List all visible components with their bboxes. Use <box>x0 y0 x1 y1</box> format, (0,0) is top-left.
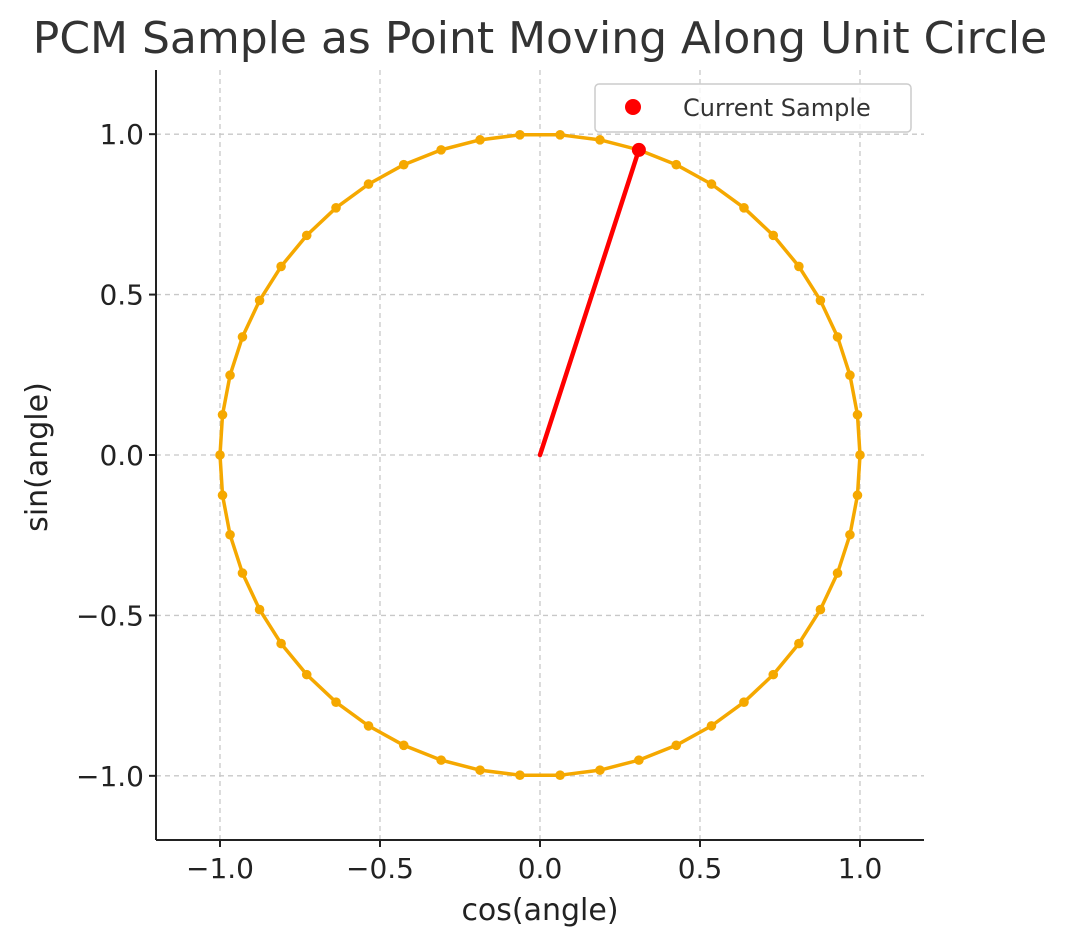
circle-sample-point <box>254 295 265 306</box>
radius-line <box>537 147 642 458</box>
circle-sample-point <box>706 721 717 731</box>
x-axis-label: cos(angle) <box>461 893 618 928</box>
x-tick-label: 1.0 <box>838 852 883 885</box>
circle-sample-point <box>706 179 717 189</box>
circle-sample-point <box>739 202 749 213</box>
y-tick-label: 1.0 <box>99 118 144 151</box>
circle-sample-point <box>832 568 843 578</box>
circle-sample-point <box>768 669 779 680</box>
circle-sample-point <box>475 765 485 775</box>
circle-sample-point <box>276 261 286 272</box>
axis-ticks: −1.0 −0.5 0.0 0.5 1.0 −1.0 −0.5 0.0 0.5 1.0 <box>76 118 882 885</box>
circle-sample-point <box>515 770 525 781</box>
circle-sample-point <box>237 568 248 578</box>
circle-sample-point <box>768 230 779 241</box>
circle-sample-point <box>815 295 826 306</box>
circle-sample-point <box>363 179 374 189</box>
circle-sample-point <box>398 159 409 170</box>
circle-sample-point <box>855 450 865 460</box>
circle-sample-point <box>832 332 843 342</box>
circle-sample-point <box>225 529 235 540</box>
grid-lines <box>156 70 924 840</box>
circle-sample-point <box>436 145 446 155</box>
legend: Current Sample <box>594 83 912 133</box>
circle-sample-point <box>237 332 248 342</box>
x-tick-label: −1.0 <box>186 852 254 885</box>
x-tick-label: 0.5 <box>678 852 723 885</box>
legend-box <box>594 83 912 133</box>
circle-sample-point <box>254 604 265 615</box>
chart-title: PCM Sample as Point Moving Along Unit Ci… <box>33 13 1047 64</box>
circle-sample-point <box>217 490 228 501</box>
circle-sample-point <box>595 765 605 775</box>
circle-sample-point <box>515 129 525 140</box>
circle-sample-point <box>852 409 863 420</box>
circle-sample-point <box>436 755 446 765</box>
circle-sample-point <box>634 755 644 765</box>
circle-sample-point <box>301 230 312 241</box>
circle-sample-point <box>815 604 826 615</box>
circle-sample-point <box>398 740 409 751</box>
circle-sample-point <box>331 697 341 708</box>
circle-sample-point <box>852 490 863 501</box>
circle-sample-point <box>276 638 286 649</box>
circle-sample-point <box>671 740 682 751</box>
circle-sample-point <box>475 135 485 145</box>
circle-sample-point <box>845 370 855 381</box>
legend-label: Current Sample <box>683 94 871 122</box>
circle-sample-point <box>595 135 605 145</box>
circle-sample-point <box>794 638 804 649</box>
x-tick-label: −0.5 <box>346 852 414 885</box>
x-tick-label: 0.0 <box>518 852 563 885</box>
current-sample-point <box>631 142 646 157</box>
y-tick-label: 0.5 <box>99 279 144 312</box>
y-tick-label: −1.0 <box>76 760 144 793</box>
plot-area <box>215 129 865 781</box>
y-axis-label: sin(angle) <box>20 382 55 532</box>
circle-sample-point <box>225 370 235 381</box>
circle-sample-point <box>555 129 565 140</box>
circle-sample-point <box>331 202 341 213</box>
circle-sample-point <box>739 697 749 708</box>
circle-sample-point <box>215 450 225 460</box>
circle-sample-point <box>794 261 804 272</box>
y-tick-label: 0.0 <box>99 439 144 472</box>
y-tick-label: −0.5 <box>76 599 144 632</box>
circle-sample-point <box>363 721 374 731</box>
circle-sample-point <box>301 669 312 680</box>
circle-sample-point <box>671 159 682 170</box>
legend-marker <box>625 99 641 115</box>
circle-sample-point <box>845 529 855 540</box>
circle-sample-point <box>217 409 228 420</box>
circle-sample-point <box>555 770 565 781</box>
